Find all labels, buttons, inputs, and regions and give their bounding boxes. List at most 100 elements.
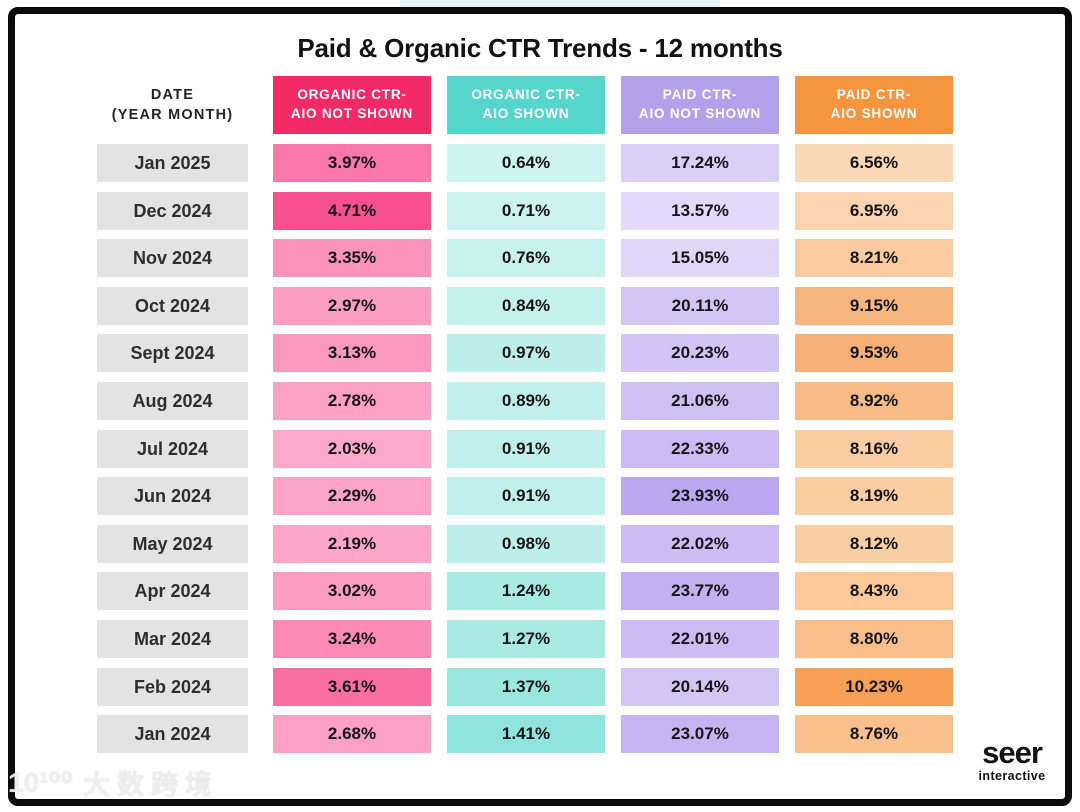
value-cell: 8.12%	[795, 524, 953, 563]
date-cell: Feb 2024	[97, 667, 248, 706]
value-cell: 1.27%	[447, 619, 605, 658]
table-row: Mar 2024 3.24% 1.27% 22.01% 8.80%	[97, 619, 953, 658]
value-cell: 8.92%	[795, 381, 953, 420]
value-cell: 8.21%	[795, 239, 953, 278]
table-row: Jun 2024 2.29% 0.91% 23.93% 8.19%	[97, 477, 953, 516]
value-cell: 0.91%	[447, 477, 605, 516]
value-cell: 0.89%	[447, 381, 605, 420]
brand-subtitle: interactive	[978, 769, 1046, 783]
value-cell: 3.02%	[273, 572, 431, 611]
header-line: AIO SHOWN	[482, 106, 570, 121]
table-row: Jan 2025 3.97% 0.64% 17.24% 6.56%	[97, 144, 953, 182]
watermark-logo-icon: 10¹⁰⁰	[8, 767, 73, 798]
date-cell: Sept 2024	[97, 334, 248, 373]
date-header-line1: DATE	[150, 86, 195, 103]
watermark-text: 大数跨境	[83, 770, 219, 800]
header-line: PAID CTR-	[836, 87, 912, 103]
value-cell: 23.07%	[621, 715, 779, 754]
value-cell: 20.14%	[621, 667, 779, 706]
table-row: Feb 2024 3.61% 1.37% 20.14% 10.23%	[97, 667, 953, 706]
value-cell: 13.57%	[621, 191, 779, 230]
value-cell: 2.03%	[273, 429, 431, 468]
date-cell: May 2024	[97, 524, 248, 563]
date-cell: Jan 2025	[97, 144, 248, 182]
value-cell: 23.93%	[621, 477, 779, 516]
value-cell: 3.61%	[273, 667, 431, 706]
value-cell: 0.91%	[447, 429, 605, 468]
value-cell: 20.23%	[621, 334, 779, 373]
date-cell: Oct 2024	[97, 286, 248, 325]
value-cell: 0.97%	[447, 334, 605, 373]
date-cell: Mar 2024	[97, 619, 248, 658]
header-line: AIO SHOWN	[830, 106, 918, 121]
value-cell: 10.23%	[795, 667, 953, 706]
value-cell: 21.06%	[621, 381, 779, 420]
header-line: ORGANIC CTR-	[297, 87, 407, 103]
date-cell: Apr 2024	[97, 572, 248, 611]
column-header-organic-not-shown: ORGANIC CTR- AIO NOT SHOWN	[273, 76, 431, 134]
value-cell: 0.71%	[447, 191, 605, 230]
value-cell: 6.95%	[795, 191, 953, 230]
header-line: AIO NOT SHOWN	[638, 106, 762, 121]
date-cell: Dec 2024	[97, 191, 248, 230]
date-cell: Aug 2024	[97, 381, 248, 420]
table-row: Oct 2024 2.97% 0.84% 20.11% 9.15%	[97, 286, 953, 325]
table-row: Jan 2024 2.68% 1.41% 23.07% 8.76%	[97, 715, 953, 754]
date-cell: Jun 2024	[97, 477, 248, 516]
value-cell: 23.77%	[621, 572, 779, 611]
table-body: Jan 2025 3.97% 0.64% 17.24% 6.56% Dec 20…	[97, 144, 953, 763]
value-cell: 2.97%	[273, 286, 431, 325]
column-header-paid-not-shown: PAID CTR- AIO NOT SHOWN	[621, 76, 779, 134]
header-line: PAID CTR-	[662, 87, 738, 103]
value-cell: 8.80%	[795, 619, 953, 658]
header-line: ORGANIC CTR-	[471, 87, 581, 103]
header-line: AIO NOT SHOWN	[290, 106, 414, 121]
date-column-header: DATE (YEAR MONTH)	[97, 76, 248, 134]
value-cell: 6.56%	[795, 144, 953, 182]
value-cell: 0.64%	[447, 144, 605, 182]
value-cell: 2.68%	[273, 715, 431, 754]
table-header-row: DATE (YEAR MONTH) ORGANIC CTR- AIO NOT S…	[97, 76, 953, 134]
value-cell: 8.76%	[795, 715, 953, 754]
value-cell: 1.37%	[447, 667, 605, 706]
table-row: Dec 2024 4.71% 0.71% 13.57% 6.95%	[97, 191, 953, 230]
date-cell: Jan 2024	[97, 715, 248, 754]
value-cell: 0.84%	[447, 286, 605, 325]
value-cell: 3.35%	[273, 239, 431, 278]
value-cell: 15.05%	[621, 239, 779, 278]
seer-interactive-logo: seer interactive	[962, 737, 1062, 783]
table-row: Nov 2024 3.35% 0.76% 15.05% 8.21%	[97, 239, 953, 278]
value-cell: 22.33%	[621, 429, 779, 468]
column-header-paid-shown: PAID CTR- AIO SHOWN	[795, 76, 953, 134]
value-cell: 22.02%	[621, 524, 779, 563]
watermark: 10¹⁰⁰ 大数跨境	[8, 763, 219, 802]
value-cell: 8.16%	[795, 429, 953, 468]
column-header-organic-shown: ORGANIC CTR- AIO SHOWN	[447, 76, 605, 134]
value-cell: 9.15%	[795, 286, 953, 325]
brand-name: seer	[982, 735, 1043, 770]
table-row: May 2024 2.19% 0.98% 22.02% 8.12%	[97, 524, 953, 563]
value-cell: 1.24%	[447, 572, 605, 611]
table-row: Jul 2024 2.03% 0.91% 22.33% 8.16%	[97, 429, 953, 468]
value-cell: 20.11%	[621, 286, 779, 325]
date-header-line2: (YEAR MONTH)	[111, 107, 234, 123]
date-cell: Nov 2024	[97, 239, 248, 278]
value-cell: 0.76%	[447, 239, 605, 278]
top-accent-strip	[400, 0, 720, 7]
value-cell: 2.19%	[273, 524, 431, 563]
value-cell: 9.53%	[795, 334, 953, 373]
page-title: Paid & Organic CTR Trends - 12 months	[297, 33, 783, 63]
value-cell: 3.13%	[273, 334, 431, 373]
table-row: Aug 2024 2.78% 0.89% 21.06% 8.92%	[97, 381, 953, 420]
value-cell: 4.71%	[273, 191, 431, 230]
value-cell: 2.29%	[273, 477, 431, 516]
value-cell: 2.78%	[273, 381, 431, 420]
value-cell: 1.41%	[447, 715, 605, 754]
value-cell: 3.97%	[273, 144, 431, 182]
value-cell: 0.98%	[447, 524, 605, 563]
date-cell: Jul 2024	[97, 429, 248, 468]
table-row: Apr 2024 3.02% 1.24% 23.77% 8.43%	[97, 572, 953, 611]
table-row: Sept 2024 3.13% 0.97% 20.23% 9.53%	[97, 334, 953, 373]
value-cell: 17.24%	[621, 144, 779, 182]
value-cell: 8.43%	[795, 572, 953, 611]
